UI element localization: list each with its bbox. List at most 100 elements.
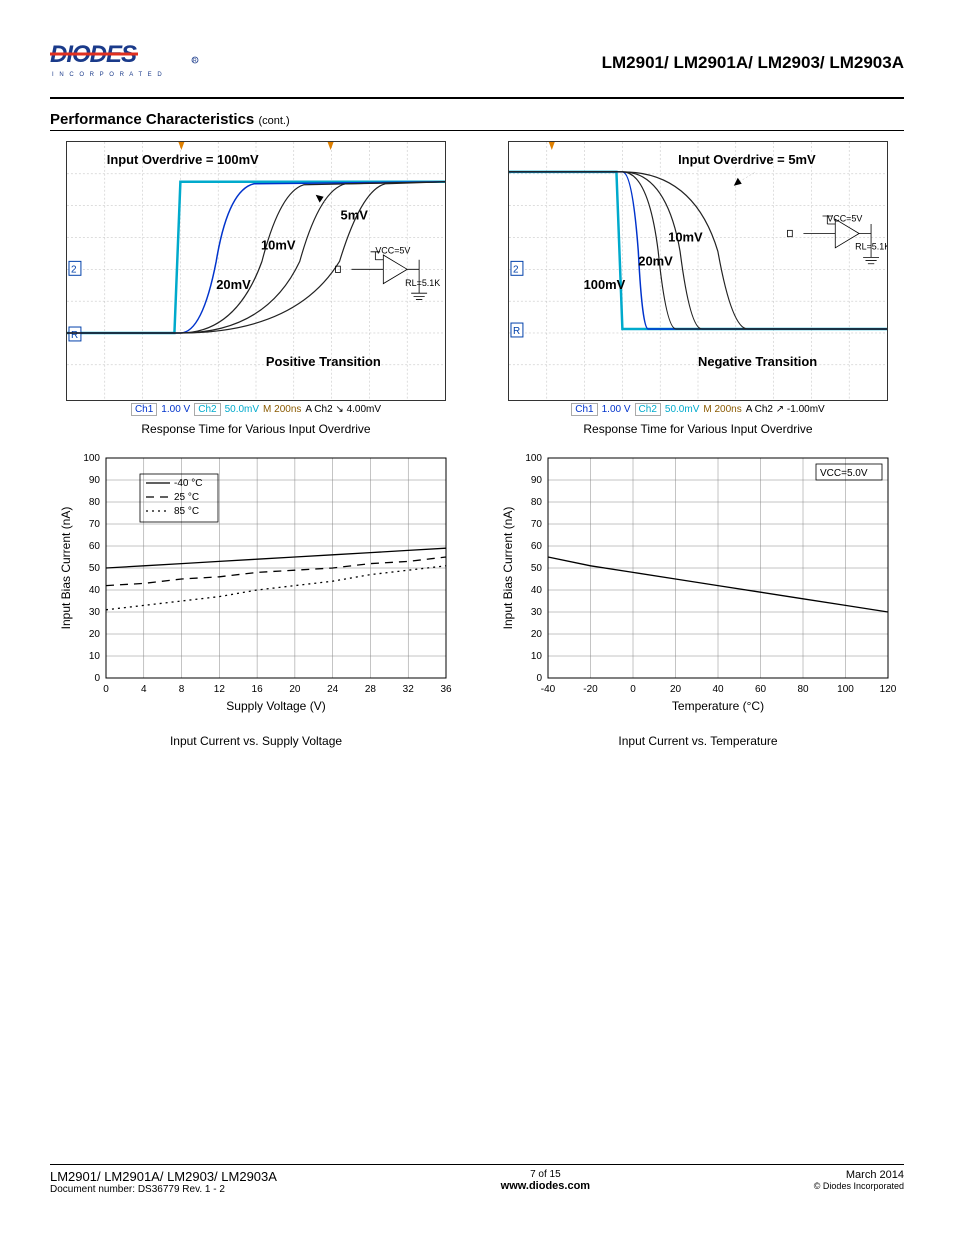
section-title-text: Performance Characteristics	[50, 111, 254, 128]
svg-text:120: 120	[880, 684, 897, 695]
svg-text:5mV: 5mV	[341, 208, 369, 223]
section-rule	[50, 130, 904, 131]
svg-text:24: 24	[327, 684, 339, 695]
svg-text:Input Bias Current (nA): Input Bias Current (nA)	[59, 507, 73, 630]
svg-text:4: 4	[141, 684, 147, 695]
scope2-col: 2 R Input Overdrive = 5mV 10mV 20mV 100m…	[492, 141, 904, 436]
svg-text:20mV: 20mV	[216, 277, 251, 292]
svg-text:I N C O R P O R A T E D: I N C O R P O R A T E D	[52, 72, 164, 78]
svg-text:100mV: 100mV	[584, 277, 626, 292]
svg-text:20mV: 20mV	[638, 253, 673, 268]
part-number-title: LM2901/ LM2901A/ LM2903/ LM2903A	[602, 53, 904, 73]
svg-text:2: 2	[513, 264, 519, 275]
svg-text:40: 40	[89, 585, 101, 596]
svg-text:-40 °C: -40 °C	[174, 478, 202, 489]
svg-text:32: 32	[403, 684, 415, 695]
svg-text:90: 90	[89, 475, 101, 486]
linechart-row: 048121620242832360102030405060708090100S…	[50, 448, 904, 748]
scope2-ch2-label: Ch2	[635, 403, 661, 416]
svg-text:Negative Transition: Negative Transition	[698, 354, 817, 369]
footer-url: www.diodes.com	[501, 1180, 590, 1192]
svg-text:8: 8	[179, 684, 185, 695]
section-cont: (cont.)	[258, 115, 289, 127]
svg-text:12: 12	[214, 684, 226, 695]
scope2-ch1-label: Ch1	[571, 403, 597, 416]
scope1-ch1-scale: 1.00 V	[161, 404, 190, 415]
svg-text:70: 70	[89, 519, 101, 530]
svg-text:60: 60	[531, 541, 543, 552]
svg-text:10mV: 10mV	[668, 229, 703, 244]
svg-text:0: 0	[103, 684, 109, 695]
footer-rule	[50, 1164, 904, 1165]
header-rule	[50, 97, 904, 99]
scope1-ch1-label: Ch1	[131, 403, 157, 416]
svg-text:50: 50	[89, 563, 101, 574]
footer-copyright: © Diodes Incorporated	[814, 1181, 904, 1191]
svg-text:40: 40	[531, 585, 543, 596]
svg-text:-20: -20	[583, 684, 598, 695]
scope2-footer: Ch1 1.00 V Ch2 50.0mV M 200ns A Ch2 ↗ -1…	[571, 403, 824, 416]
svg-text:10: 10	[531, 651, 543, 662]
svg-text:36: 36	[440, 684, 452, 695]
scope-row: 2 R Input Overdrive = 100mV 5mV 10mV 20m…	[50, 141, 904, 436]
svg-text:R: R	[193, 58, 197, 64]
section-heading: Performance Characteristics (cont.)	[50, 111, 904, 128]
svg-text:80: 80	[797, 684, 809, 695]
svg-text:60: 60	[755, 684, 767, 695]
svg-text:10mV: 10mV	[261, 237, 296, 252]
chart4-col: -40-200204060801001200102030405060708090…	[492, 448, 904, 748]
scope1-plot: 2 R Input Overdrive = 100mV 5mV 10mV 20m…	[66, 141, 446, 401]
svg-text:2: 2	[71, 264, 77, 275]
svg-text:30: 30	[89, 607, 101, 618]
footer-parts: LM2901/ LM2901A/ LM2903/ LM2903A	[50, 1169, 277, 1184]
footer-date: March 2014	[814, 1169, 904, 1181]
scope1-caption: Response Time for Various Input Overdriv…	[141, 422, 370, 436]
svg-text:20: 20	[670, 684, 682, 695]
svg-text:80: 80	[531, 497, 543, 508]
scope2-caption: Response Time for Various Input Overdriv…	[583, 422, 812, 436]
svg-text:10: 10	[89, 651, 101, 662]
svg-text:R: R	[71, 330, 78, 341]
footer-center: 7 of 15 www.diodes.com	[501, 1169, 590, 1195]
scope2-timebase: M 200ns	[703, 404, 741, 415]
page-footer: LM2901/ LM2901A/ LM2903/ LM2903A Documen…	[50, 1164, 904, 1195]
svg-text:85 °C: 85 °C	[174, 506, 199, 517]
svg-text:40: 40	[712, 684, 724, 695]
scope1-ch2-scale: 50.0mV	[225, 404, 259, 415]
svg-text:20: 20	[289, 684, 301, 695]
footer-left: LM2901/ LM2901A/ LM2903/ LM2903A Documen…	[50, 1169, 277, 1195]
svg-text:R: R	[513, 326, 520, 337]
svg-text:RL=5.1K: RL=5.1K	[405, 278, 440, 288]
scope1-footer: Ch1 1.00 V Ch2 50.0mV M 200ns A Ch2 ↘ 4.…	[131, 403, 381, 416]
svg-text:25 °C: 25 °C	[174, 492, 199, 503]
svg-text:100: 100	[525, 453, 542, 464]
svg-text:50: 50	[531, 563, 543, 574]
chart3-caption: Input Current vs. Supply Voltage	[170, 734, 342, 748]
chart3-plot: 048121620242832360102030405060708090100S…	[56, 448, 456, 728]
svg-text:100: 100	[837, 684, 854, 695]
svg-text:-40: -40	[541, 684, 556, 695]
svg-text:VCC=5.0V: VCC=5.0V	[820, 468, 868, 479]
svg-text:Supply Voltage (V): Supply Voltage (V)	[226, 699, 325, 713]
scope2-ch2-scale: 50.0mV	[665, 404, 699, 415]
svg-text:16: 16	[252, 684, 264, 695]
svg-text:Positive Transition: Positive Transition	[266, 354, 381, 369]
scope2-plot: 2 R Input Overdrive = 5mV 10mV 20mV 100m…	[508, 141, 888, 401]
scope1-trigger: A Ch2 ↘ 4.00mV	[305, 404, 381, 415]
svg-text:Input Bias Current (nA): Input Bias Current (nA)	[501, 507, 515, 630]
svg-text:60: 60	[89, 541, 101, 552]
scope1-col: 2 R Input Overdrive = 100mV 5mV 10mV 20m…	[50, 141, 462, 436]
svg-text:70: 70	[531, 519, 543, 530]
svg-text:90: 90	[531, 475, 543, 486]
svg-text:Temperature (°C): Temperature (°C)	[672, 699, 764, 713]
scope2-trigger: A Ch2 ↗ -1.00mV	[746, 404, 825, 415]
svg-text:20: 20	[531, 629, 543, 640]
svg-text:VCC=5V: VCC=5V	[375, 245, 410, 255]
svg-text:VCC=5V: VCC=5V	[827, 214, 862, 224]
svg-text:0: 0	[536, 673, 542, 684]
svg-text:Input Overdrive = 100mV: Input Overdrive = 100mV	[107, 152, 259, 167]
footer-page: 7 of 15	[501, 1169, 590, 1180]
scope2-ch1-scale: 1.00 V	[602, 404, 631, 415]
scope1-timebase: M 200ns	[263, 404, 301, 415]
chart3-col: 048121620242832360102030405060708090100S…	[50, 448, 462, 748]
